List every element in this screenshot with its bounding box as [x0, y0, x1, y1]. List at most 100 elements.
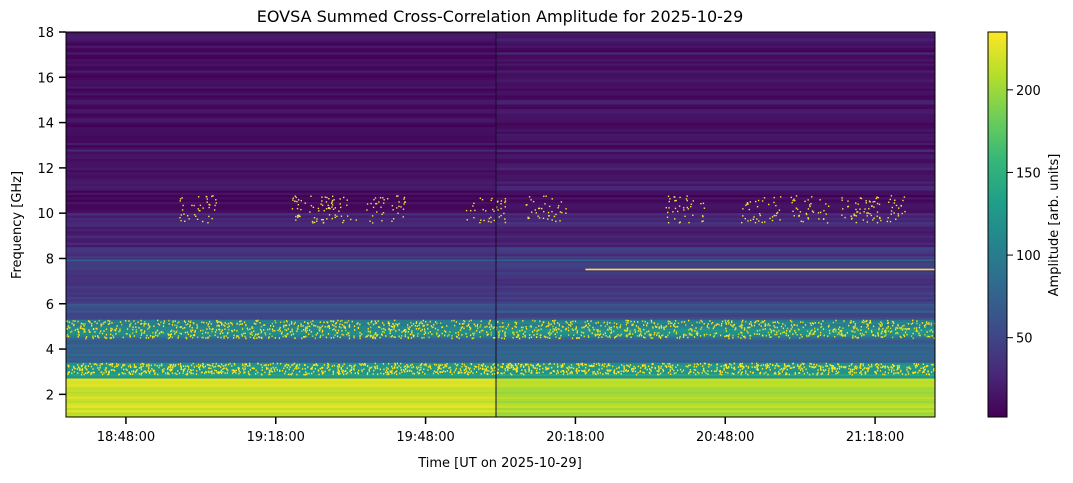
rfi-speckle	[402, 216, 404, 218]
rfi-speckle	[927, 370, 929, 372]
rfi-speckle	[321, 371, 323, 374]
rfi-speckle	[860, 367, 862, 370]
rfi-speckle	[687, 336, 689, 339]
rfi-speckle	[421, 362, 423, 365]
rfi-speckle	[177, 322, 179, 324]
rfi-speckle	[747, 326, 750, 329]
rfi-speckle	[474, 324, 477, 327]
rfi-speckle	[300, 325, 302, 327]
rfi-speckle	[383, 327, 385, 330]
rfi-speckle	[884, 373, 886, 376]
rfi-speckle	[389, 332, 391, 335]
rfi-speckle	[211, 372, 213, 375]
freq-row	[66, 99, 496, 103]
rfi-speckle	[926, 335, 928, 338]
rfi-speckle	[813, 363, 815, 366]
freq-row	[66, 147, 496, 151]
rfi-speckle	[380, 206, 382, 208]
rfi-speckle	[812, 366, 815, 369]
rfi-speckle	[126, 333, 128, 335]
rfi-speckle	[170, 366, 172, 369]
rfi-speckle	[110, 329, 112, 332]
rfi-speckle	[89, 362, 91, 365]
rfi-speckle	[901, 326, 903, 329]
rfi-speckle	[223, 335, 225, 338]
rfi-speckle	[774, 371, 776, 374]
freq-row	[66, 77, 496, 80]
rfi-speckle	[126, 369, 128, 372]
rfi-speckle	[798, 366, 800, 368]
rfi-speckle	[478, 368, 480, 371]
rfi-speckle	[890, 213, 892, 215]
rfi-speckle	[855, 208, 857, 211]
freq-row	[66, 344, 496, 348]
rfi-speckle	[431, 326, 433, 329]
freq-row	[495, 242, 935, 246]
rfi-speckle	[691, 324, 693, 327]
rfi-speckle	[809, 322, 812, 325]
rfi-speckle	[801, 368, 804, 370]
rfi-speckle	[147, 337, 150, 339]
rfi-speckle	[387, 371, 389, 373]
freq-row	[66, 306, 496, 309]
rfi-speckle	[300, 208, 302, 211]
rfi-speckle	[388, 322, 391, 325]
freq-row	[66, 296, 496, 300]
rfi-speckle	[242, 367, 244, 369]
freq-row	[66, 167, 496, 171]
freq-row	[495, 174, 935, 178]
rfi-speckle	[501, 330, 504, 332]
rfi-speckle	[669, 365, 672, 367]
rfi-speckle	[740, 337, 742, 339]
rfi-speckle	[862, 364, 864, 367]
rfi-speckle	[115, 327, 118, 330]
freq-row	[495, 335, 935, 339]
rfi-speckle	[746, 202, 749, 204]
rfi-speckle	[409, 369, 411, 372]
rfi-speckle	[148, 372, 151, 375]
rfi-speckle	[502, 322, 504, 324]
rfi-speckle	[543, 195, 545, 197]
rfi-speckle	[608, 327, 611, 330]
rfi-speckle	[929, 335, 931, 338]
rfi-speckle	[182, 372, 184, 374]
freq-row	[66, 95, 496, 98]
rfi-speckle	[469, 327, 472, 330]
rfi-speckle	[493, 219, 495, 222]
rfi-speckle	[639, 329, 641, 332]
rfi-speckle	[86, 372, 89, 374]
rfi-speckle	[218, 328, 220, 331]
freq-row	[66, 138, 496, 142]
rfi-speckle	[931, 334, 933, 337]
rfi-speckle	[864, 367, 866, 369]
rfi-speckle	[474, 366, 477, 368]
rfi-speckle	[790, 328, 793, 331]
rfi-speckle	[799, 365, 801, 368]
freq-row	[495, 355, 935, 359]
rfi-speckle	[625, 323, 628, 326]
rfi-speckle	[439, 371, 441, 373]
rfi-speckle	[389, 370, 391, 373]
rfi-speckle	[268, 371, 271, 374]
rfi-speckle	[748, 208, 750, 211]
freq-row	[495, 167, 935, 171]
freq-row	[66, 197, 496, 200]
rfi-speckle	[728, 365, 730, 368]
rfi-speckle	[195, 373, 198, 375]
rfi-speckle	[916, 330, 919, 333]
rfi-speckle	[887, 322, 890, 324]
freq-row	[495, 93, 935, 96]
rfi-speckle	[148, 366, 150, 369]
rfi-speckle	[677, 210, 679, 213]
rfi-speckle	[326, 321, 328, 323]
rfi-speckle	[244, 332, 246, 335]
rfi-speckle	[292, 363, 294, 366]
rfi-speckle	[163, 322, 165, 325]
rfi-speckle	[496, 371, 498, 374]
rfi-speckle	[216, 319, 218, 322]
rfi-speckle	[176, 330, 178, 333]
freq-row	[495, 129, 935, 132]
rfi-speckle	[829, 363, 831, 366]
rfi-speckle	[575, 368, 578, 371]
rfi-speckle	[884, 371, 886, 374]
